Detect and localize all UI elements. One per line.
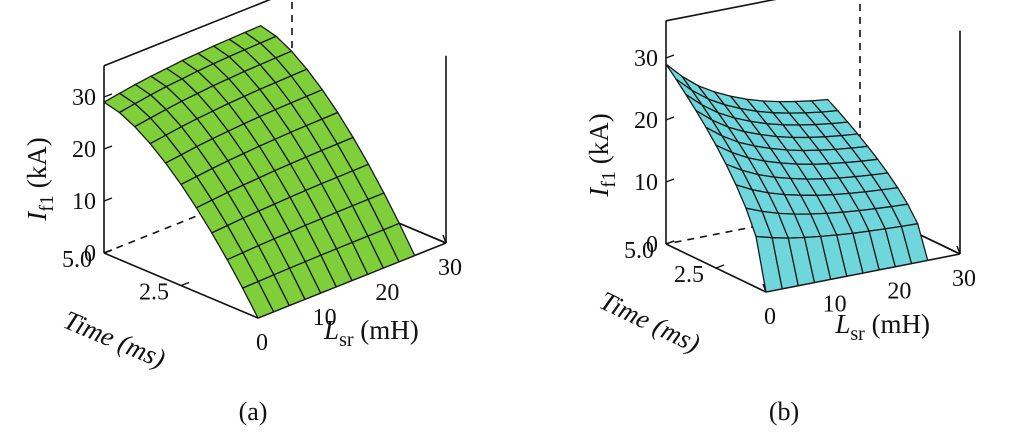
z-tick-mark xyxy=(665,54,675,59)
panel-caption: (a) xyxy=(239,397,268,426)
time-tick-label: 5.0 xyxy=(62,247,92,273)
x-tick-label: 10 xyxy=(313,305,337,331)
ticks: 0 10 20 30 5.0 2.5 0 10 20 30 xyxy=(624,46,976,330)
x-tick-mark xyxy=(956,245,961,255)
time-tick-mark xyxy=(180,281,190,287)
surface-chart-b: 0 10 20 30 5.0 2.5 0 10 20 30 If1 (kA) Time (ms) Lsr… xyxy=(584,0,976,426)
time-tick-mark xyxy=(715,264,725,269)
surface-mesh xyxy=(665,63,929,293)
time-tick-label: 2.5 xyxy=(674,262,704,288)
surface-patch xyxy=(382,222,416,263)
x-tick-label: 20 xyxy=(887,279,911,305)
z-tick-mark xyxy=(103,93,113,98)
top-back-edge xyxy=(103,0,272,67)
x-axis-title: Lsr (mH) xyxy=(834,309,930,345)
x-tick-label: 30 xyxy=(952,266,976,292)
x-tick-label: 30 xyxy=(438,255,462,281)
z-tick-label: 30 xyxy=(72,85,96,111)
x-tick-label: 0 xyxy=(256,330,268,356)
x-tick-label: 20 xyxy=(375,280,399,306)
z-tick-label: 10 xyxy=(634,170,658,196)
time-tick-label: 2.5 xyxy=(139,280,169,306)
z-tick-label: 20 xyxy=(634,108,658,134)
z-tick-label: 0 xyxy=(646,232,658,258)
z-tick-label: 20 xyxy=(72,137,96,163)
time-axis-title: Time (ms) xyxy=(595,285,705,358)
panel-caption: (b) xyxy=(769,397,799,426)
z-tick-label: 10 xyxy=(72,189,96,215)
surface-patch xyxy=(665,63,693,92)
z-tick-mark xyxy=(665,178,675,183)
z-tick-mark xyxy=(103,197,113,202)
ticks: 0 10 20 30 5.0 2.5 0 10 20 30 xyxy=(62,85,462,356)
surface-patch xyxy=(900,222,929,265)
z-tick-label: 30 xyxy=(634,46,658,72)
x-tick-mark xyxy=(442,234,447,244)
z-axis-title: If1 (kA) xyxy=(22,137,58,221)
surface-mesh xyxy=(102,24,416,319)
x-axis-title: Lsr (mH) xyxy=(323,315,419,351)
right-top-edge-hidden xyxy=(292,0,446,56)
z-tick-label: 0 xyxy=(84,241,96,267)
x-tick-label: 10 xyxy=(823,291,847,317)
time-tick-label: 5.0 xyxy=(624,238,654,264)
z-axis-title: If1 (kA) xyxy=(584,113,620,197)
x-tick-label: 0 xyxy=(764,304,776,330)
time-tick-mark xyxy=(103,249,113,254)
top-back-edge xyxy=(665,0,777,22)
time-tick-mark xyxy=(665,240,675,245)
z-tick-mark xyxy=(665,116,675,121)
surface-chart-a: 0 10 20 30 5.0 2.5 0 10 20 30 If1 (kA) Time (ms) Lsr… xyxy=(22,0,462,426)
time-axis-title: Time (ms) xyxy=(59,305,169,374)
right-top-edge-hidden xyxy=(860,0,960,31)
z-tick-mark xyxy=(103,145,113,150)
